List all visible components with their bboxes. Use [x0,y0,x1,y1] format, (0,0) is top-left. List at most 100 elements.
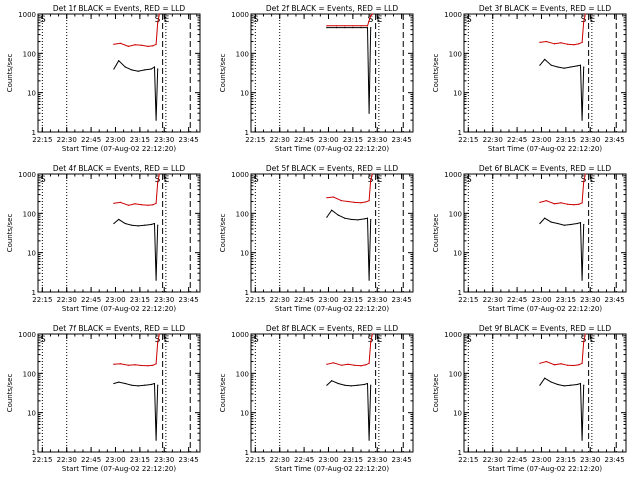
marker-label: S [368,335,374,345]
x-tick-label: 23:30 [367,296,387,304]
data-point-events [370,27,372,29]
x-tick-label: 22:30 [483,456,503,464]
series-line-lld [539,333,586,367]
data-point-lld [340,364,343,366]
x-axis-label: Start Time (07-Aug-02 22:12:20) [275,465,389,473]
data-point-events [366,217,369,219]
data-point-lld [353,201,356,203]
detector-panel-5: Det 5f BLACK = Events, RED = LLD 1 10 100 10… [219,164,414,313]
plot-frame [37,13,201,133]
x-tick-label: 22:15 [458,456,478,464]
y-tick-label: 1000 [231,171,249,179]
data-point-lld [566,43,569,45]
y-tick-label: 10 [240,90,249,98]
data-point-events [144,224,146,226]
data-point-lld [326,363,328,365]
data-point-events [557,222,559,225]
x-tick-label: 22:45 [507,456,527,464]
data-point-events [550,221,552,223]
panel-title: Det 5f BLACK = Events, RED = LLD [266,164,399,173]
data-point-lld [581,41,583,43]
marker-label: E [164,175,170,185]
data-point-events [336,27,338,29]
data-point-lld [155,363,157,365]
y-tick-label: 1 [32,129,36,137]
data-point-lld [573,44,575,46]
marker-label: S [40,175,46,185]
data-point-lld [545,360,547,363]
data-point-events [570,223,572,226]
series-line-lld [326,13,373,27]
data-point-events [124,66,126,68]
data-point-events [326,384,328,386]
data-point-lld [147,204,149,206]
data-point-events [357,384,359,386]
y-tick-label: 10 [453,90,462,98]
data-point-events [155,279,157,281]
data-point-events [539,222,541,225]
data-point-events [350,385,352,387]
panel-title: Det 3f BLACK = Events, RED = LLD [479,4,612,13]
x-axis-label: Start Time (07-Aug-02 22:12:20) [488,465,602,473]
y-tick-label: 10 [27,250,36,258]
data-point-lld [332,362,334,364]
y-tick-label: 1000 [231,11,249,19]
detector-panel-1: Det 1f BLACK = Events, RED = LLD 1 10 100 10… [6,4,201,153]
data-point-lld [155,43,157,45]
data-point-events [150,68,152,70]
data-point-events [331,209,333,211]
series-line-events [326,380,372,441]
x-tick-label: 23:00 [531,296,551,304]
data-point-lld [365,364,367,366]
data-point-lld [147,45,149,48]
marker-label: E [377,335,383,345]
detector-panel-4: Det 4f BLACK = Events, RED = LLD 1 10 100 10… [6,164,201,313]
data-point-lld [560,363,562,365]
data-point-lld [147,365,149,367]
data-point-lld [344,25,346,27]
data-point-events [370,218,372,221]
data-point-lld [140,204,143,206]
data-point-lld [134,364,136,366]
data-point-lld [158,173,160,175]
x-tick-label: 23:30 [580,136,600,144]
data-point-events [539,64,541,66]
data-point-lld [581,202,583,204]
x-tick-label: 23:00 [105,136,125,144]
y-tick-label: 10 [240,250,249,258]
y-tick-label: 1 [32,449,36,457]
series-line-events [113,218,159,281]
data-point-lld [326,197,328,199]
x-tick-label: 23:00 [531,136,551,144]
detector-panel-8: Det 8f BLACK = Events, RED = LLD 1 10 100 10… [219,324,414,473]
data-point-events [583,223,585,226]
y-tick-label: 1000 [444,11,462,19]
x-tick-label: 22:15 [458,296,478,304]
data-point-events [137,70,139,72]
data-point-lld [113,43,115,45]
x-tick-label: 23:45 [392,456,412,464]
data-point-lld [539,362,541,364]
x-tick-label: 22:45 [81,296,101,304]
x-tick-label: 23:45 [605,136,625,144]
plot-frame [37,333,201,453]
data-point-lld [581,362,583,364]
y-tick-label: 10 [240,410,249,418]
data-point-lld [545,40,547,43]
x-tick-label: 23:15 [556,456,576,464]
x-tick-label: 22:15 [32,136,52,144]
x-tick-label: 22:15 [245,456,265,464]
data-point-lld [347,200,349,203]
data-point-events [579,382,582,385]
marker-label: E [377,175,383,185]
plot-frame [37,173,201,293]
data-point-events [581,119,583,121]
marker-label: S [253,335,259,345]
data-point-events [544,58,546,61]
data-point-events [350,218,352,221]
data-point-lld [553,203,556,205]
x-tick-label: 22:45 [81,456,101,464]
marker-label: S [466,335,472,345]
data-point-lld [119,201,121,203]
